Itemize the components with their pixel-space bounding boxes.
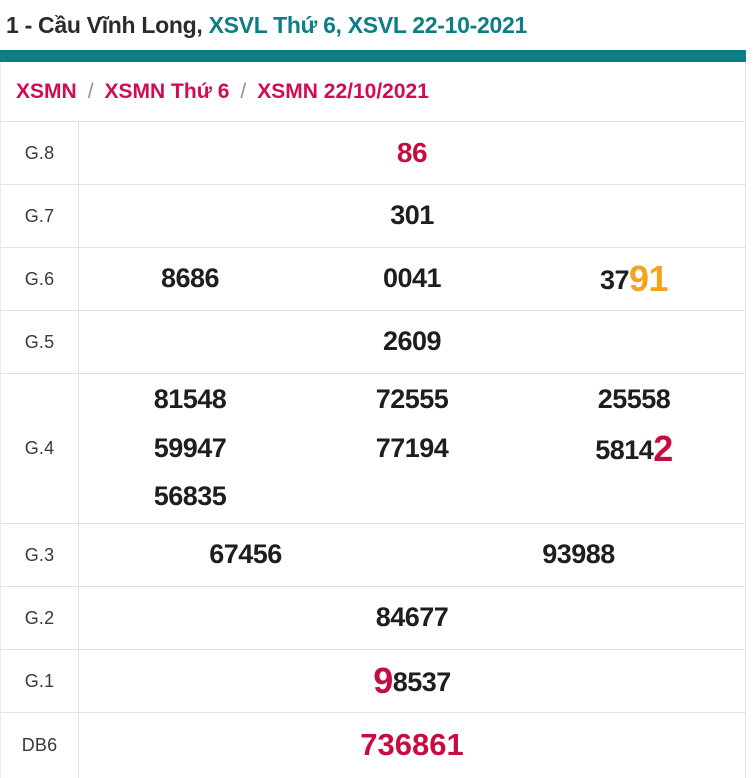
prize-label: G.3 bbox=[1, 524, 79, 586]
prize-label: DB6 bbox=[1, 713, 79, 778]
prize-row-g5: G.5 2609 bbox=[1, 310, 745, 373]
prize-row-g8: G.8 86 bbox=[1, 121, 745, 184]
prize-value: 84677 bbox=[375, 602, 449, 633]
prize-row-g2: G.2 84677 bbox=[1, 586, 745, 649]
prize-value: 25558 bbox=[597, 383, 671, 414]
prize-value: 77194 bbox=[375, 432, 449, 463]
breadcrumb-item-xsmn-thu6[interactable]: XSMN Thứ 6 bbox=[104, 79, 230, 103]
prize-row-db6: DB6 736861 bbox=[1, 712, 745, 778]
prize-value: 58142 bbox=[595, 427, 673, 469]
prize-row-g3: G.3 67456 93988 bbox=[1, 523, 745, 586]
prize-label: G.1 bbox=[1, 650, 79, 712]
prize-value: 0041 bbox=[382, 263, 442, 294]
prize-label: G.7 bbox=[1, 185, 79, 247]
title-prefix: 1 - Cầu Vĩnh Long, bbox=[6, 11, 203, 38]
accent-bar bbox=[0, 50, 746, 62]
prize-value: 67456 bbox=[209, 539, 282, 570]
prize-value: 81548 bbox=[153, 383, 227, 414]
prize-value: 3791 bbox=[599, 258, 669, 300]
page-title: 1 - Cầu Vĩnh Long, XSVL Thứ 6, XSVL 22-1… bbox=[6, 12, 527, 39]
prize-value: 59947 bbox=[153, 432, 227, 463]
prize-value: 301 bbox=[390, 200, 434, 231]
prize-row-g6: G.6 8686 0041 3791 bbox=[1, 247, 745, 310]
title-link-day[interactable]: XSVL Thứ 6, bbox=[208, 11, 342, 38]
prize-value: 86 bbox=[396, 137, 428, 169]
breadcrumb-item-xsmn[interactable]: XSMN bbox=[16, 79, 77, 103]
prize-row-g7: G.7 301 bbox=[1, 184, 745, 247]
breadcrumb-separator: / bbox=[240, 79, 247, 103]
prize-value: 93988 bbox=[542, 539, 615, 570]
page-header: 1 - Cầu Vĩnh Long, XSVL Thứ 6, XSVL 22-1… bbox=[0, 0, 754, 50]
breadcrumb: XSMN / XSMN Thứ 6 / XSMN 22/10/2021 bbox=[1, 62, 745, 121]
prize-label: G.8 bbox=[1, 122, 79, 184]
title-link-date[interactable]: XSVL 22-10-2021 bbox=[347, 11, 528, 38]
prize-row-g1: G.1 98537 bbox=[1, 649, 745, 712]
prize-value: 2609 bbox=[382, 326, 442, 357]
breadcrumb-item-xsmn-date[interactable]: XSMN 22/10/2021 bbox=[257, 79, 429, 103]
results-board: XSMN / XSMN Thứ 6 / XSMN 22/10/2021 G.8 … bbox=[0, 62, 746, 778]
prize-value: 98537 bbox=[373, 660, 451, 702]
prize-label: G.5 bbox=[1, 311, 79, 373]
prize-label: G.2 bbox=[1, 587, 79, 649]
prize-row-g4: G.4 81548 72555 25558 59947 77194 58142 … bbox=[1, 373, 745, 523]
prize-value: 736861 bbox=[360, 727, 464, 763]
prize-value: 8686 bbox=[160, 263, 220, 294]
prize-value: 56835 bbox=[153, 481, 227, 512]
prize-value: 72555 bbox=[375, 383, 449, 414]
breadcrumb-separator: / bbox=[87, 79, 94, 103]
prize-label: G.4 bbox=[1, 374, 79, 523]
prize-label: G.6 bbox=[1, 248, 79, 310]
